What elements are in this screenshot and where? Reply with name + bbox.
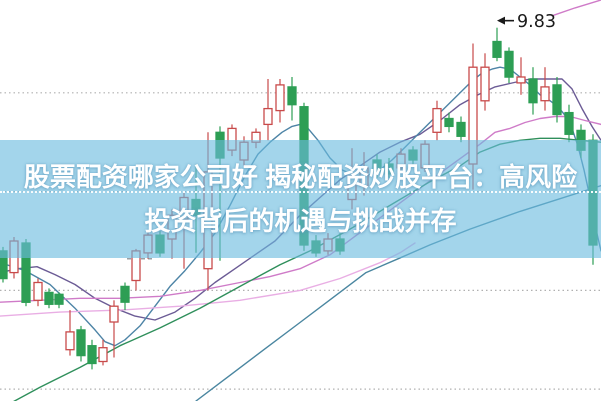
headline-line-1: 股票配资哪家公司好 揭秘配资炒股平台：高风险 bbox=[23, 162, 578, 192]
headline-banner: 股票配资哪家公司好 揭秘配资炒股平台：高风险 投资背后的机遇与挑战并存 bbox=[0, 140, 601, 258]
gridline-in-banner bbox=[0, 191, 601, 193]
high-price-label: 9.83 bbox=[517, 12, 556, 32]
headline-line-2: 投资背后的机遇与挑战并存 bbox=[144, 206, 457, 236]
